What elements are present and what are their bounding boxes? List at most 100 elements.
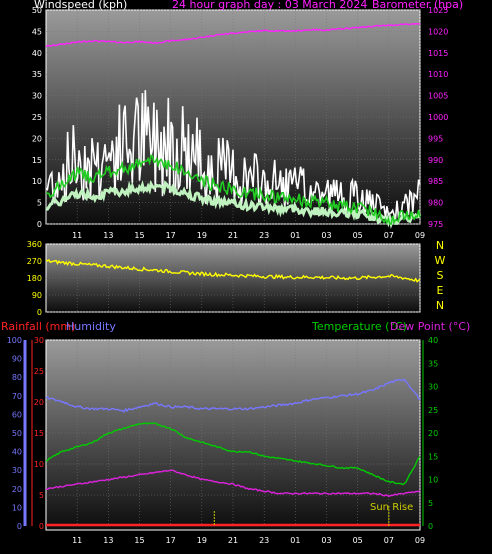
windspeed-line	[45, 90, 421, 220]
barometer-tick-label: 1025	[428, 6, 448, 15]
windspeed-tick-label: 15	[32, 156, 42, 165]
windspeed-tick-label: 40	[32, 49, 42, 58]
x-tick-label: 05	[353, 536, 363, 545]
windspeed-tick-label: 45	[32, 27, 42, 36]
windspeed-tick-label: 20	[32, 134, 42, 143]
barometer-tick-label: 1015	[428, 49, 448, 58]
humidity-tick-label: 50	[12, 429, 22, 438]
compass-letter: S	[437, 269, 444, 282]
barometer-tick-label: 1010	[428, 70, 448, 79]
x-tick-label: 07	[384, 231, 394, 240]
rainfall-tick-label: 0	[39, 522, 44, 531]
windspeed-tick-label: 5	[37, 199, 42, 208]
wind-light-line	[45, 180, 422, 229]
humidity-tick-label: 20	[12, 485, 22, 494]
barometer-tick-label: 985	[428, 177, 443, 186]
wind-axis-ticks: 0510152025303540455097598098599099510001…	[32, 6, 449, 240]
temperature-line	[45, 422, 421, 486]
x-tick-label: 23	[259, 536, 269, 545]
sunrise-label: Sun Rise	[370, 502, 413, 513]
windspeed-tick-label: 50	[32, 6, 42, 15]
temperature-tick-label: 20	[428, 429, 438, 438]
temp-axis-ticks: 0510152025300102030405060708090100051015…	[7, 336, 438, 545]
humidity-tick-label: 80	[12, 373, 22, 382]
barometer-tick-label: 1020	[428, 27, 448, 36]
x-tick-label: 17	[166, 536, 176, 545]
humidity-tick-label: 70	[12, 392, 22, 401]
humidity-tick-label: 100	[7, 336, 22, 345]
humidity-tick-label: 10	[12, 503, 22, 512]
direction-tick-label: 360	[27, 240, 42, 249]
compass-letter: W	[435, 254, 446, 267]
humidity-legend: Humidity	[66, 320, 116, 333]
temperature-tick-label: 35	[428, 359, 438, 368]
direction-series-group	[45, 259, 421, 283]
wind-series-group	[45, 22, 422, 229]
x-tick-label: 09	[415, 231, 425, 240]
barometer-tick-label: 1005	[428, 92, 448, 101]
humidity-tick-label: 0	[17, 522, 22, 531]
temperature-tick-label: 0	[428, 522, 433, 531]
compass-letter: N	[436, 239, 444, 252]
compass-letter: E	[437, 284, 444, 297]
direction-tick-label: 0	[37, 308, 42, 317]
x-tick-label: 15	[134, 231, 144, 240]
x-tick-label: 01	[290, 536, 300, 545]
compass-letter: N	[436, 299, 444, 312]
humidity-tick-label: 60	[12, 410, 22, 419]
rainfall-tick-label: 20	[34, 398, 44, 407]
windspeed-tick-label: 10	[32, 177, 42, 186]
temperature-tick-label: 5	[428, 499, 433, 508]
x-tick-label: 13	[103, 231, 113, 240]
barometer-tick-label: 990	[428, 156, 443, 165]
rainfall-tick-label: 25	[34, 367, 44, 376]
barometer-axis-label: Barometer (hpa)	[372, 0, 463, 11]
temperature-tick-label: 15	[428, 452, 438, 461]
barometer-line	[45, 22, 421, 48]
humidity-tick-label: 30	[12, 466, 22, 475]
temperature-tick-label: 40	[428, 336, 438, 345]
x-tick-label: 09	[415, 536, 425, 545]
direction-tick-label: 270	[27, 257, 42, 266]
barometer-tick-label: 975	[428, 220, 443, 229]
x-tick-label: 23	[259, 231, 269, 240]
rainfall-tick-label: 30	[34, 336, 44, 345]
windspeed-tick-label: 30	[32, 92, 42, 101]
direction-tick-label: 180	[27, 274, 42, 283]
rainfall-legend: Rainfall (mm)	[1, 320, 75, 333]
rainfall-tick-label: 5	[39, 491, 44, 500]
x-tick-label: 03	[321, 231, 331, 240]
chart-title: 24 hour graph day : 03 March 2024	[172, 0, 367, 11]
direction-tick-label: 90	[32, 291, 42, 300]
temperature-tick-label: 25	[428, 406, 438, 415]
x-tick-label: 11	[72, 231, 82, 240]
x-tick-label: 15	[134, 536, 144, 545]
x-tick-label: 19	[197, 231, 207, 240]
temperature-tick-label: 10	[428, 476, 438, 485]
wind-barometer-chart: 0510152025303540455097598098599099510001…	[32, 0, 463, 240]
rainfall-tick-label: 15	[34, 429, 44, 438]
x-tick-label: 21	[228, 536, 238, 545]
temperature-legend: Temperature (°C)	[311, 320, 407, 333]
wind-direction-line	[45, 259, 421, 283]
x-tick-label: 05	[353, 231, 363, 240]
x-tick-label: 19	[197, 536, 207, 545]
x-tick-label: 07	[384, 536, 394, 545]
rainfall-tick-label: 10	[34, 460, 44, 469]
dewpoint-line	[46, 469, 421, 498]
barometer-tick-label: 995	[428, 134, 443, 143]
dewpoint-legend: Dew Point (°C)	[390, 320, 470, 333]
barometer-tick-label: 1000	[428, 113, 448, 122]
x-tick-label: 17	[166, 231, 176, 240]
barometer-tick-label: 980	[428, 199, 443, 208]
x-tick-label: 11	[72, 536, 82, 545]
windspeed-tick-label: 0	[37, 220, 42, 229]
x-tick-label: 13	[103, 536, 113, 545]
x-tick-label: 01	[290, 231, 300, 240]
temperature-humidity-chart: 0510152025300102030405060708090100051015…	[1, 320, 470, 545]
temperature-tick-label: 30	[428, 383, 438, 392]
humidity-tick-label: 90	[12, 355, 22, 364]
